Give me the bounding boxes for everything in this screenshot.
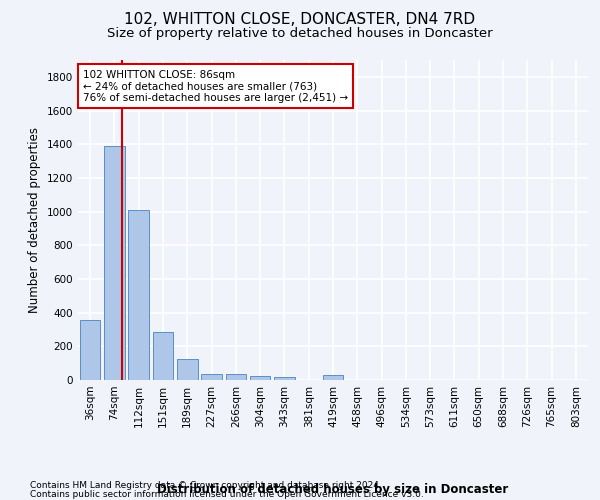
X-axis label: Distribution of detached houses by size in Doncaster: Distribution of detached houses by size … xyxy=(157,482,509,496)
Text: Contains HM Land Registry data © Crown copyright and database right 2024.: Contains HM Land Registry data © Crown c… xyxy=(30,481,382,490)
Bar xyxy=(323,375,343,380)
Bar xyxy=(274,378,295,380)
Text: Size of property relative to detached houses in Doncaster: Size of property relative to detached ho… xyxy=(107,28,493,40)
Bar xyxy=(177,359,197,380)
Bar xyxy=(104,146,125,380)
Bar xyxy=(201,374,222,380)
Text: 102 WHITTON CLOSE: 86sqm
← 24% of detached houses are smaller (763)
76% of semi-: 102 WHITTON CLOSE: 86sqm ← 24% of detach… xyxy=(83,70,348,103)
Text: 102, WHITTON CLOSE, DONCASTER, DN4 7RD: 102, WHITTON CLOSE, DONCASTER, DN4 7RD xyxy=(124,12,476,28)
Y-axis label: Number of detached properties: Number of detached properties xyxy=(28,127,41,313)
Bar xyxy=(226,374,246,380)
Bar xyxy=(80,320,100,380)
Bar xyxy=(250,376,271,380)
Bar xyxy=(152,332,173,380)
Bar xyxy=(128,210,149,380)
Text: Contains public sector information licensed under the Open Government Licence v3: Contains public sector information licen… xyxy=(30,490,424,499)
